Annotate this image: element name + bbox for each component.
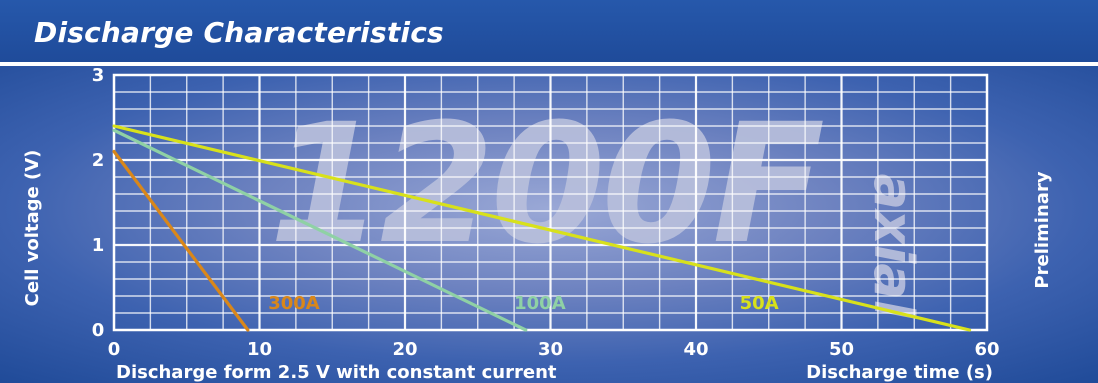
y-tick-3: 3 xyxy=(92,66,105,86)
series-label-300a: 300A xyxy=(268,293,320,314)
series-line-300a xyxy=(112,149,250,332)
watermark-sub-text: axial xyxy=(862,174,925,320)
x-tick-10: 10 xyxy=(247,339,272,360)
y-axis-label: Cell voltage (V) xyxy=(22,150,43,307)
x-tick-0: 0 xyxy=(108,339,121,360)
chart-container: 1200F axial 300A 100A 50A 0 10 20 30 40 50 60 0 1 2… xyxy=(0,66,1098,383)
discharge-note-label: Discharge form 2.5 V with constant curre… xyxy=(116,362,557,383)
series-layer: 300A 100A 50A xyxy=(112,124,972,332)
x-tick-20: 20 xyxy=(392,339,417,360)
header-divider xyxy=(0,62,1098,66)
x-tick-40: 40 xyxy=(683,339,708,360)
y-tick-0: 0 xyxy=(92,320,105,341)
preliminary-label: Preliminary xyxy=(1032,171,1053,288)
x-axis-label: Discharge time (s) xyxy=(806,362,993,383)
tick-layer: 0 10 20 30 40 50 60 0 1 2 3 xyxy=(92,66,1000,360)
y-tick-2: 2 xyxy=(92,150,105,171)
x-tick-50: 50 xyxy=(829,339,854,360)
x-tick-60: 60 xyxy=(974,339,999,360)
series-line-100a xyxy=(112,128,528,332)
series-label-100a: 100A xyxy=(514,293,566,314)
discharge-chart: 1200F axial 300A 100A 50A 0 10 20 30 40 50 60012… xyxy=(0,66,1098,383)
series-label-50a: 50A xyxy=(740,293,779,314)
header-bar: Discharge Characteristics xyxy=(0,0,1098,62)
y-tick-1: 1 xyxy=(92,235,105,256)
x-tick-30: 30 xyxy=(538,339,563,360)
series-line-50a xyxy=(112,124,972,332)
page-title: Discharge Characteristics xyxy=(34,16,444,49)
